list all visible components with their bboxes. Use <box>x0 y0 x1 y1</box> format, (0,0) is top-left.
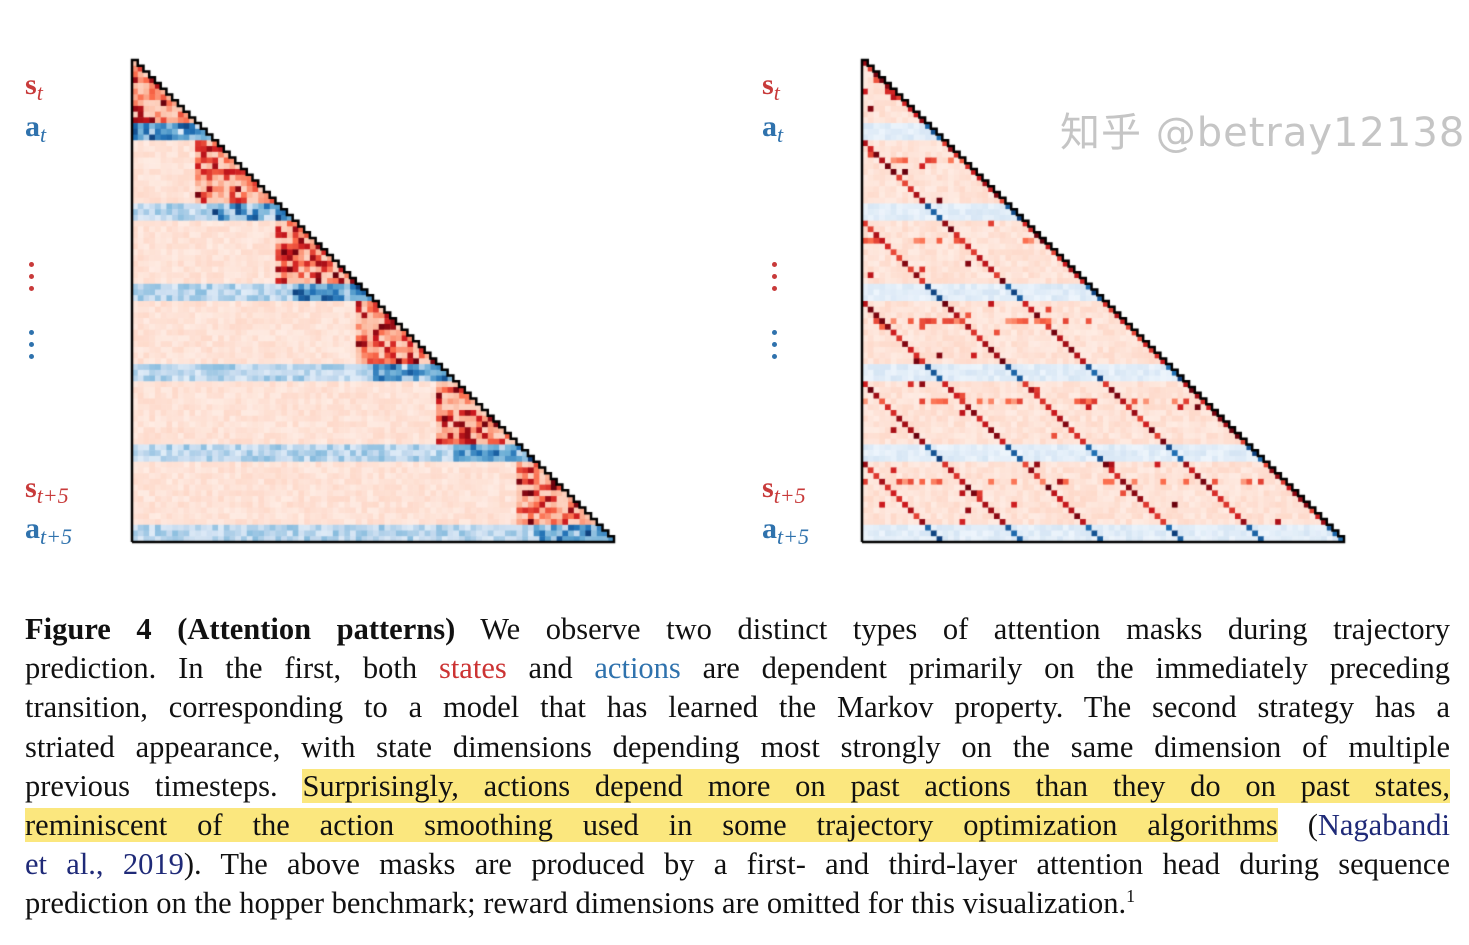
label-s-t: st <box>25 68 43 106</box>
figure-caption: Figure 4 (Attention patterns) We observe… <box>25 610 1450 924</box>
caption-text: We observe two distinct types of attenti… <box>455 612 1450 646</box>
label-a-t: at <box>762 110 784 148</box>
caption-text: and <box>506 651 595 686</box>
caption-text: striated appearance, with state dimensio… <box>25 729 1450 764</box>
highlighted-text: Surprisingly, actions depend more on pas… <box>302 768 1450 803</box>
citation-link[interactable]: Nagabandi <box>1317 808 1450 843</box>
attention-heatmap-striated <box>858 56 1348 546</box>
label-s-t5: st+5 <box>25 471 69 509</box>
caption-text: transition, corresponding to a model tha… <box>25 690 1450 725</box>
actions-word: actions <box>594 651 681 686</box>
state-ellipsis <box>772 262 778 298</box>
footnote-mark[interactable]: 1 <box>1126 886 1136 907</box>
citation-link[interactable]: et al., 2019 <box>25 847 184 882</box>
label-a-t5: at+5 <box>762 512 809 550</box>
watermark: 知乎 @betray12138 <box>1060 110 1466 156</box>
label-s-t5: st+5 <box>762 471 806 509</box>
label-a-t: at <box>25 110 47 148</box>
action-ellipsis <box>772 330 778 366</box>
figure-label: Figure 4 (Attention patterns) <box>25 612 456 646</box>
states-word: states <box>438 651 507 686</box>
highlighted-text: reminiscent of the action smoothing used… <box>25 808 1278 843</box>
caption-text: prediction on the hopper benchmark; rewa… <box>25 886 1127 921</box>
caption-text: ). The above masks are produced by a fir… <box>183 847 1450 882</box>
state-ellipsis <box>29 262 35 298</box>
caption-text: previous timesteps. <box>25 768 303 803</box>
attention-heatmap-markov <box>128 56 618 546</box>
caption-text: prediction. In the first, both <box>25 651 439 686</box>
caption-text: are dependent primarily on the immediate… <box>680 651 1450 686</box>
label-a-t5: at+5 <box>25 512 72 550</box>
caption-text: ( <box>1277 808 1318 843</box>
action-ellipsis <box>29 330 35 366</box>
label-s-t: st <box>762 68 780 106</box>
